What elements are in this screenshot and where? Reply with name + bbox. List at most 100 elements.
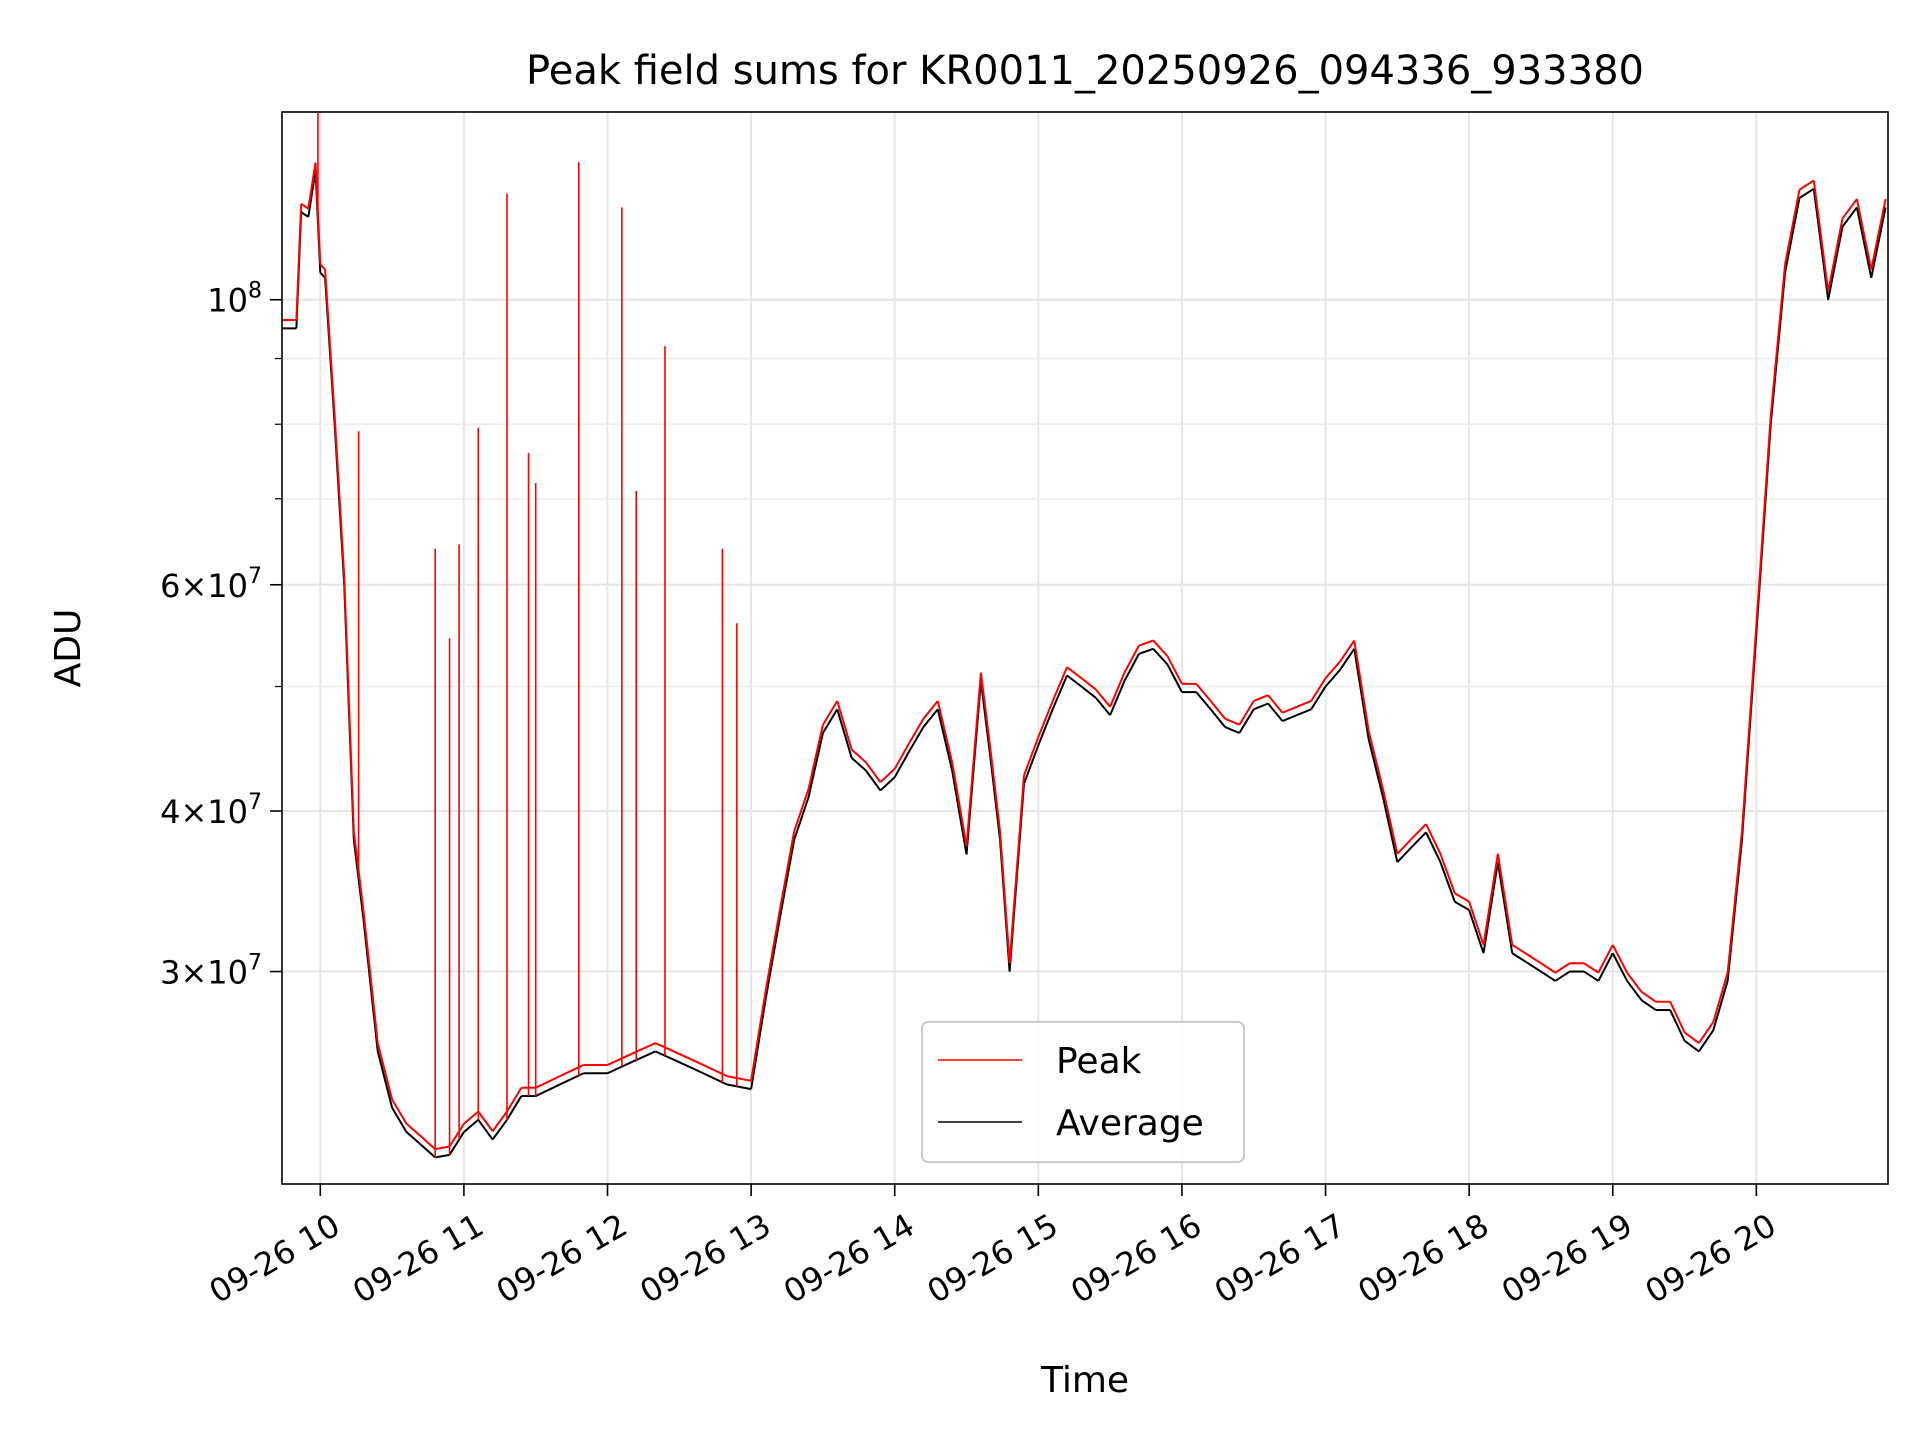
average-line-segment [1583,970,1599,982]
peak-line-segment [1798,179,1815,191]
peak-line-segment [822,700,839,726]
peak-line-segment [1023,736,1040,776]
average-line-segment [1496,861,1514,954]
average-line-segment [750,999,767,1090]
peak-line-segment [1626,972,1643,993]
peak-line-segment [1123,645,1140,674]
average-line-segment [1798,187,1815,199]
peak-line-segment [1597,944,1614,974]
average-line-segment [1296,708,1312,717]
peak-line-segment [1812,180,1830,292]
average-line-segment [1396,846,1413,863]
peak-line-segment [307,162,317,209]
peak-line-segment [1396,838,1413,855]
average-line-segment [726,1083,752,1091]
peak-line-segment [319,263,326,271]
average-line-segment [491,1119,508,1141]
peak-line-segment [999,831,1011,964]
peak-line-segment [1367,730,1384,790]
peak-line-segment [1138,639,1154,647]
peak-line-segment [1238,700,1255,726]
average-line-segment [463,1119,479,1133]
average-line-segment [922,708,939,728]
average-line-segment [535,1083,561,1097]
average-line-segment [1712,980,1729,1031]
average-line-segment [1066,674,1083,688]
average-line-segment [1324,669,1341,688]
peak-line-segment [1353,640,1370,731]
average-line-segment [391,1107,408,1133]
peak-line-segment [420,1135,436,1150]
peak-line-segment [726,1075,752,1082]
average-line-segment [319,271,326,279]
legend-box [921,1021,1245,1163]
average-line-segment [822,708,839,734]
average-line-segment [1310,685,1327,710]
peak-line-segment [1454,892,1470,903]
peak-line-segment [1080,677,1097,691]
average-line-segment [807,732,824,798]
average-line-segment [1152,648,1169,666]
average-line-segment [1209,708,1226,728]
peak-line-segment [750,991,767,1081]
peak-line-segment [1583,962,1599,974]
average-line-segment [936,709,954,771]
average-line-segment [631,1050,656,1064]
peak-line-segment [936,700,954,763]
average-line-segment [1870,207,1887,279]
peak-line-segment [1224,717,1240,726]
peak-line-segment [893,742,910,770]
peak-line-segment [922,700,939,720]
peak-line-segment [1784,189,1801,265]
average-line-segment [1454,900,1470,911]
peak-line-segment [654,1042,680,1055]
average-line-segment [678,1061,704,1075]
peak-line-segment [1166,655,1183,685]
peak-line-segment [1296,700,1312,708]
peak-line-segment [1698,1021,1715,1044]
peak-spikes [317,113,738,1158]
peak-line-segment [295,203,303,321]
average-line-segment [1382,797,1399,863]
plot-frame [281,111,1889,1185]
peak-line-segment [1209,700,1226,720]
peak-line-segment [405,1122,422,1138]
legend-average-label: Average [1056,1103,1204,1144]
peak-line-segment [1152,639,1169,657]
y-tick-label: 3×107 [160,951,262,992]
peak-line-segment [1109,672,1126,708]
peak-line-segment [1267,694,1284,714]
peak-line-segment [764,909,781,993]
peak-line-segment [1540,962,1556,974]
average-line-segment [1626,980,1643,1001]
peak-series [282,162,1887,1151]
average-line-segment [1023,744,1040,785]
peak-line-segment [477,1110,494,1132]
peak-line-segment [1755,415,1772,626]
peak-line-segment [678,1053,704,1066]
peak-line-segment [1095,688,1111,708]
average-line-segment [1468,909,1485,954]
average-line-segment [405,1131,422,1146]
peak-line-segment [391,1098,408,1125]
peak-line-segment [850,748,867,764]
average-line-segment [376,1051,394,1109]
peak-line-segment [951,762,968,847]
average-line-segment [1439,861,1456,903]
average-line-segment [1698,1029,1715,1052]
chart-title: Peak field sums for KR0011_20250926_0943… [526,48,1644,94]
average-line-segment [307,170,317,218]
average-line-segment [951,770,968,855]
average-line-segment [1138,647,1154,655]
peak-line-segment [1066,666,1083,679]
average-line-segment [1253,702,1269,711]
average-line-segment [1554,970,1571,982]
peak-line-segment [979,672,992,750]
average-line-segment [764,918,781,1001]
legend: Peak Average [921,1021,1245,1163]
average-line-segment [300,211,309,218]
average-line-segment [420,1143,436,1159]
peak-line-segment [1051,666,1068,702]
average-line-segment [506,1095,523,1121]
